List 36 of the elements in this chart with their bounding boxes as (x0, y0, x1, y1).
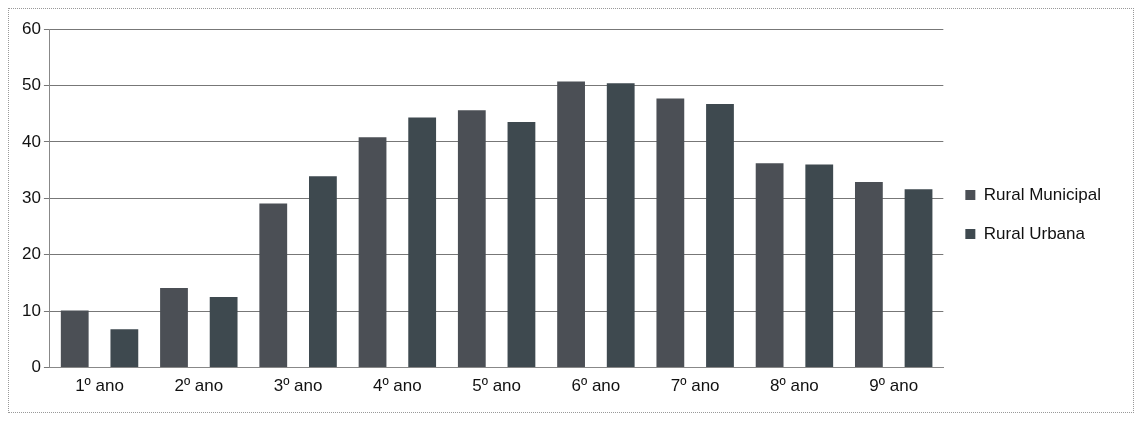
y-tick-label: 30 (21, 187, 41, 207)
bar (408, 117, 437, 368)
bar (309, 176, 337, 368)
x-tick-label: 9º ano (869, 376, 919, 396)
x-tick-label: 3º ano (273, 376, 323, 396)
y-tick-label: 50 (21, 75, 41, 95)
x-tick-label: 7º ano (670, 376, 720, 396)
bar (706, 104, 734, 368)
bar (209, 297, 238, 368)
x-tick-label: 8º ano (770, 376, 819, 396)
bar (457, 110, 486, 368)
y-tick-label: 40 (21, 131, 41, 151)
y-tick-label: 10 (21, 300, 41, 320)
bar (110, 329, 139, 368)
x-tick-label: 5º ano (472, 376, 522, 396)
x-tick-label: 1º ano (75, 376, 124, 396)
bar (160, 288, 188, 368)
bar (507, 122, 536, 368)
x-tick-label: 2º ano (174, 376, 224, 396)
bar (259, 203, 288, 368)
bar (755, 163, 784, 368)
bar (656, 98, 685, 368)
bar (358, 137, 387, 368)
bar (854, 181, 883, 368)
y-tick-label: 20 (21, 244, 41, 264)
x-tick-label: 6º ano (571, 376, 621, 396)
bar (606, 83, 635, 368)
x-tick-label: 4º ano (372, 376, 422, 396)
bar (557, 81, 585, 368)
y-tick-label: 0 (31, 357, 41, 377)
bar (60, 310, 89, 368)
y-tick-label: 60 (21, 18, 41, 38)
legend-label: Rural Municipal (983, 184, 1102, 204)
legend-label: Rural Urbana (983, 223, 1086, 243)
bar (904, 189, 933, 368)
bar (805, 164, 834, 368)
